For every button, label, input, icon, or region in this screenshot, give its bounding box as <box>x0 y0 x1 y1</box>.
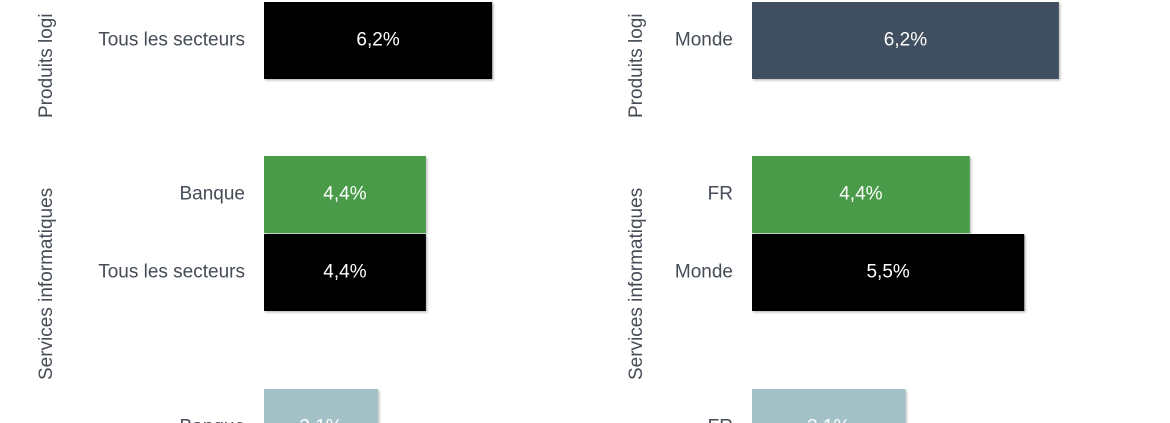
value-label: 3,1% <box>299 417 342 423</box>
value-label: 6,2% <box>356 30 399 51</box>
bar <box>264 389 379 423</box>
value-label: 4,4% <box>323 184 366 205</box>
bar <box>752 2 1059 79</box>
value-label: 4,4% <box>323 262 366 283</box>
category-label: Monde <box>675 30 733 51</box>
bar <box>264 2 493 79</box>
category-label: Tous les secteurs <box>98 262 245 283</box>
bar <box>752 156 970 233</box>
group-label: Produits logi <box>36 13 57 118</box>
value-label: 5,5% <box>866 262 909 283</box>
value-label: 4,4% <box>839 184 882 205</box>
bar <box>752 234 1025 311</box>
bar <box>264 156 426 233</box>
category-label: Monde <box>675 262 733 283</box>
group-label: Services informatiques <box>36 188 57 380</box>
group-label: Services informatiques <box>626 188 647 380</box>
category-label: Banque <box>179 417 245 423</box>
bar <box>264 234 426 311</box>
category-label: FR <box>708 184 733 205</box>
group-label: Produits logi <box>626 13 647 118</box>
category-label: Tous les secteurs <box>98 30 245 51</box>
category-label: FR <box>708 417 733 423</box>
value-label: 6,2% <box>884 30 927 51</box>
category-label: Banque <box>179 184 245 205</box>
bar <box>752 389 906 423</box>
value-label: 3,1% <box>807 417 850 423</box>
